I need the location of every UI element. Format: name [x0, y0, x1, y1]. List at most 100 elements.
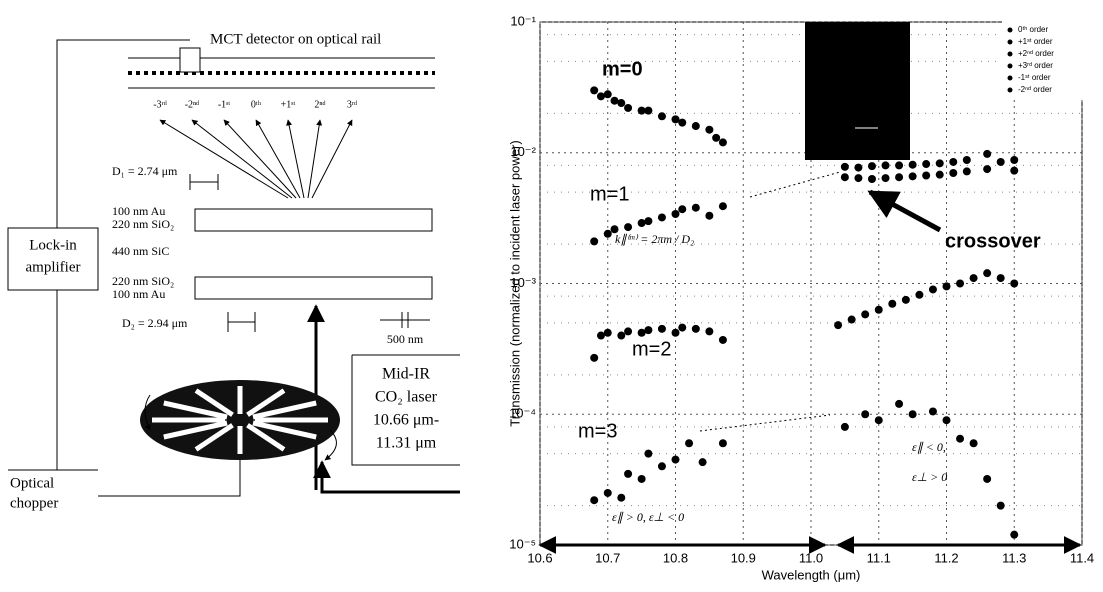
trend-line: [749, 171, 841, 198]
legend-box: [1002, 20, 1084, 100]
data-point: [637, 219, 646, 228]
chopper-spoke: [252, 400, 317, 420]
laser-label: Mid-IR: [382, 366, 430, 383]
chopper-spoke: [246, 388, 286, 417]
data-point: [671, 328, 680, 337]
chopper-spoke: [252, 420, 317, 440]
data-point: [942, 282, 951, 291]
chopper: [140, 380, 340, 460]
data-point: [705, 125, 714, 134]
signal-wire: [56, 39, 190, 228]
rotation-arrow: [144, 394, 151, 431]
data-point: [928, 407, 937, 416]
grating-top: [194, 208, 433, 232]
data-point: [603, 229, 612, 238]
data-point: [1010, 166, 1019, 175]
d2-label: D₂ = 2.94 μm: [122, 316, 188, 330]
x-tick-label: 11.1: [867, 550, 891, 565]
data-point: [637, 474, 646, 483]
data-point: [962, 167, 971, 176]
chart: 10⁻⁵ 10⁻⁴ 10⁻³ 10⁻² 10⁻¹ 10.6 10.7 10.8 10.9 11.0…: [507, 13, 1094, 582]
data-point: [718, 202, 727, 211]
data-point: [617, 493, 626, 502]
data-point: [657, 213, 666, 222]
legend-marker: [1007, 63, 1013, 69]
annotation: m=3: [578, 420, 617, 442]
data-point: [657, 112, 666, 121]
data-point: [624, 103, 633, 112]
diffracted-beam: [311, 119, 353, 199]
data-point: [610, 96, 619, 105]
x-axis-label: Wavelength (μm): [762, 567, 861, 582]
data-point: [996, 274, 1005, 283]
y-tick-label: 10⁻³: [510, 275, 536, 290]
legend-marker: [1007, 27, 1013, 33]
annotation: crossover: [945, 230, 1041, 252]
chopper-label: chopper: [10, 495, 58, 511]
legend-label: -2ⁿᵈ order: [1018, 85, 1052, 94]
data-point: [637, 106, 646, 115]
data-point: [678, 118, 687, 127]
data-point: [644, 449, 653, 458]
data-point: [624, 327, 633, 336]
y-tick-label: 10⁻²: [510, 144, 536, 159]
data-point: [718, 439, 727, 448]
data-point: [657, 324, 666, 333]
x-tick-label: 11.2: [934, 550, 958, 565]
data-point: [983, 474, 992, 483]
legend-marker: [1007, 87, 1013, 93]
data-point: [691, 203, 700, 212]
lockin-box: [7, 227, 99, 291]
data-point: [888, 299, 897, 308]
diffracted-beam: [286, 119, 305, 199]
legend-label: +2ⁿᵈ order: [1018, 49, 1054, 58]
data-point: [881, 161, 890, 170]
legend-label: +1ˢᵗ order: [1018, 37, 1053, 46]
data-point: [603, 488, 612, 497]
data-point: [847, 315, 856, 324]
data-point: [969, 439, 978, 448]
legend-label: +3ʳᵈ order: [1018, 61, 1053, 70]
data-point: [678, 205, 687, 214]
data-point: [671, 115, 680, 124]
data-point: [637, 328, 646, 337]
trend-line: [699, 414, 831, 432]
order-label: +1ˢᵗ: [281, 99, 296, 110]
detector-label: MCT detector on optical rail: [210, 31, 381, 47]
lockin-label: Lock-in: [29, 237, 77, 253]
data-point: [983, 149, 992, 158]
data-point: [671, 210, 680, 219]
chopper-label: Optical: [10, 475, 54, 491]
order-label: -3ʳᵈ: [153, 99, 167, 110]
data-point: [935, 159, 944, 168]
data-point: [1010, 279, 1019, 288]
data-point: [867, 174, 876, 183]
x-tick-label: 10.9: [731, 550, 756, 565]
chopper-spoke: [246, 423, 286, 452]
data-point: [867, 162, 876, 171]
data-point: [657, 462, 666, 471]
x-tick-label: 11.0: [799, 550, 823, 565]
diffracted-beam: [307, 119, 323, 199]
data-point: [685, 439, 694, 448]
data-point: [644, 217, 653, 226]
diffracted-beam: [159, 119, 289, 199]
data-point: [610, 225, 619, 234]
data-point: [691, 324, 700, 333]
order-label: -2ⁿᵈ: [185, 99, 200, 110]
data-point: [983, 165, 992, 174]
data-point: [590, 496, 599, 505]
data-point: [901, 295, 910, 304]
data-point: [596, 92, 605, 101]
laser-label: 11.31 μm: [376, 435, 437, 452]
data-point: [698, 458, 707, 467]
legend-marker: [1007, 39, 1013, 45]
data-point: [908, 410, 917, 419]
annotation: m=2: [632, 338, 671, 360]
data-point: [624, 469, 633, 478]
laser-beam: [313, 460, 460, 494]
chopper-spoke: [163, 420, 228, 440]
data-point: [928, 285, 937, 294]
grating-bottom: [194, 276, 433, 300]
data-point: [895, 161, 904, 170]
